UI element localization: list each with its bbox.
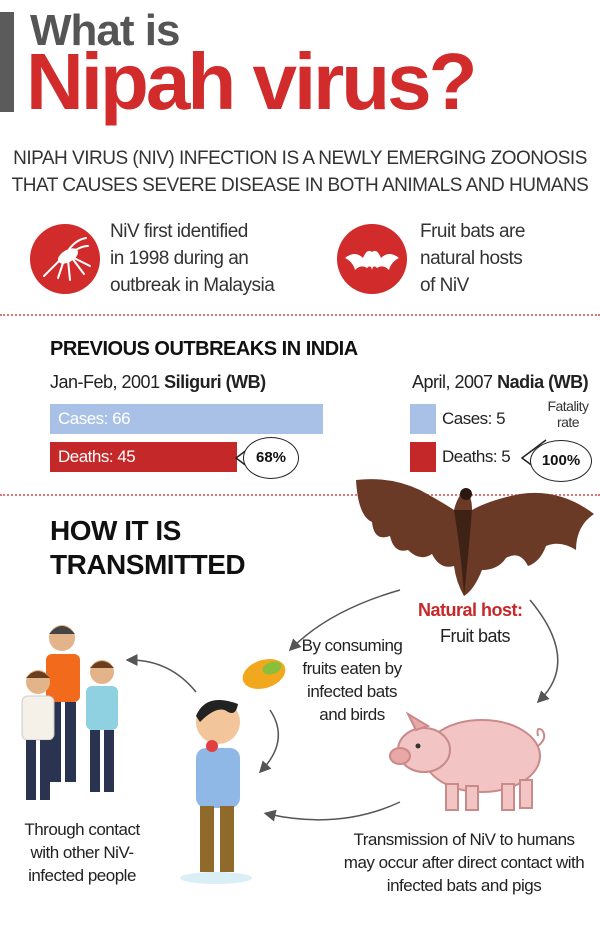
title-what-is: What is	[30, 6, 180, 55]
humans-caption: Transmission of NiV to humans may occur …	[330, 828, 598, 897]
caption-line: Through contact	[24, 820, 140, 839]
fact-first-identified: NiV first identified in 1998 during an o…	[110, 218, 275, 299]
nadia-cases-swatch	[410, 404, 436, 434]
fruits-caption: By consuming fruits eaten by infected ba…	[296, 634, 408, 726]
siliguri-place: Siliguri (WB)	[164, 372, 266, 392]
caption-line: may occur after direct contact with	[343, 853, 585, 872]
bat-icon	[337, 224, 407, 294]
siliguri-date: Jan-Feb, 2001	[50, 372, 160, 392]
pig-illustration	[389, 711, 546, 811]
caption-line: By consuming	[301, 636, 403, 655]
transmission-heading-2: TRANSMITTED	[50, 549, 246, 580]
caption-line: Transmission of NiV to humans	[353, 830, 575, 849]
divider	[0, 314, 600, 316]
people-group-illustration	[21, 625, 118, 800]
siliguri-deaths-bar: Deaths: 45	[50, 442, 237, 472]
caption-line: and birds	[319, 705, 385, 724]
natural-host-sub: Fruit bats	[440, 626, 511, 646]
fact-line: natural hosts	[420, 248, 523, 269]
caption-line: with other NiV-	[30, 843, 134, 862]
transmission-heading: HOW IT IS TRANSMITTED	[50, 514, 246, 582]
fact-line: Fruit bats are	[420, 221, 525, 242]
mango-icon	[242, 659, 286, 689]
caption-line: fruits eaten by	[302, 659, 402, 678]
fact-line: of NiV	[420, 275, 469, 296]
siliguri-fatality-badge: 68%	[243, 437, 299, 479]
nadia-deaths-label: Deaths: 5	[442, 447, 511, 466]
intro-line-2: THAT CAUSES SEVERE DISEASE IN BOTH ANIMA…	[11, 175, 589, 196]
contact-caption: Through contact with other NiV- infected…	[14, 818, 150, 887]
page-title: Nipah virus?	[26, 37, 478, 126]
mosquito-icon	[30, 224, 100, 294]
nadia-date: April, 2007	[412, 372, 493, 392]
outbreaks-heading: PREVIOUS OUTBREAKS IN INDIA	[50, 338, 358, 360]
sick-person-illustration	[180, 700, 252, 884]
nadia-fatality-badge: 100%	[530, 440, 592, 482]
title-accent-bar	[0, 12, 14, 112]
fact-line: outbreak in Malaysia	[110, 275, 275, 296]
nadia-place: Nadia (WB)	[497, 372, 589, 392]
fatality-label-1: Fatality	[547, 398, 589, 414]
nadia-deaths-swatch	[410, 442, 436, 472]
fact-fruit-bats: Fruit bats are natural hosts of NiV	[420, 218, 525, 299]
caption-line: infected bats and pigs	[386, 876, 542, 895]
transmission-heading-1: HOW IT IS	[50, 515, 181, 546]
fatality-rate-label: Fatality rate	[540, 398, 596, 430]
caption-line: infected bats	[307, 682, 397, 701]
siliguri-cases-bar: Cases: 66	[50, 404, 323, 434]
divider	[0, 494, 600, 496]
nadia-heading: April, 2007 Nadia (WB)	[412, 372, 589, 393]
natural-host-label: Natural host:	[418, 600, 523, 620]
nadia-cases-label: Cases: 5	[442, 409, 506, 428]
fact-line: in 1998 during an	[110, 248, 249, 269]
bat-illustration	[356, 479, 594, 596]
transmission-arrows	[125, 589, 559, 822]
fatality-label-2: rate	[556, 414, 580, 430]
intro-line-1: NIPAH VIRUS (NIV) INFECTION IS A NEWLY E…	[13, 148, 587, 169]
siliguri-heading: Jan-Feb, 2001 Siliguri (WB)	[50, 372, 266, 393]
caption-line: infected people	[28, 866, 136, 885]
fact-line: NiV first identified	[110, 221, 248, 242]
